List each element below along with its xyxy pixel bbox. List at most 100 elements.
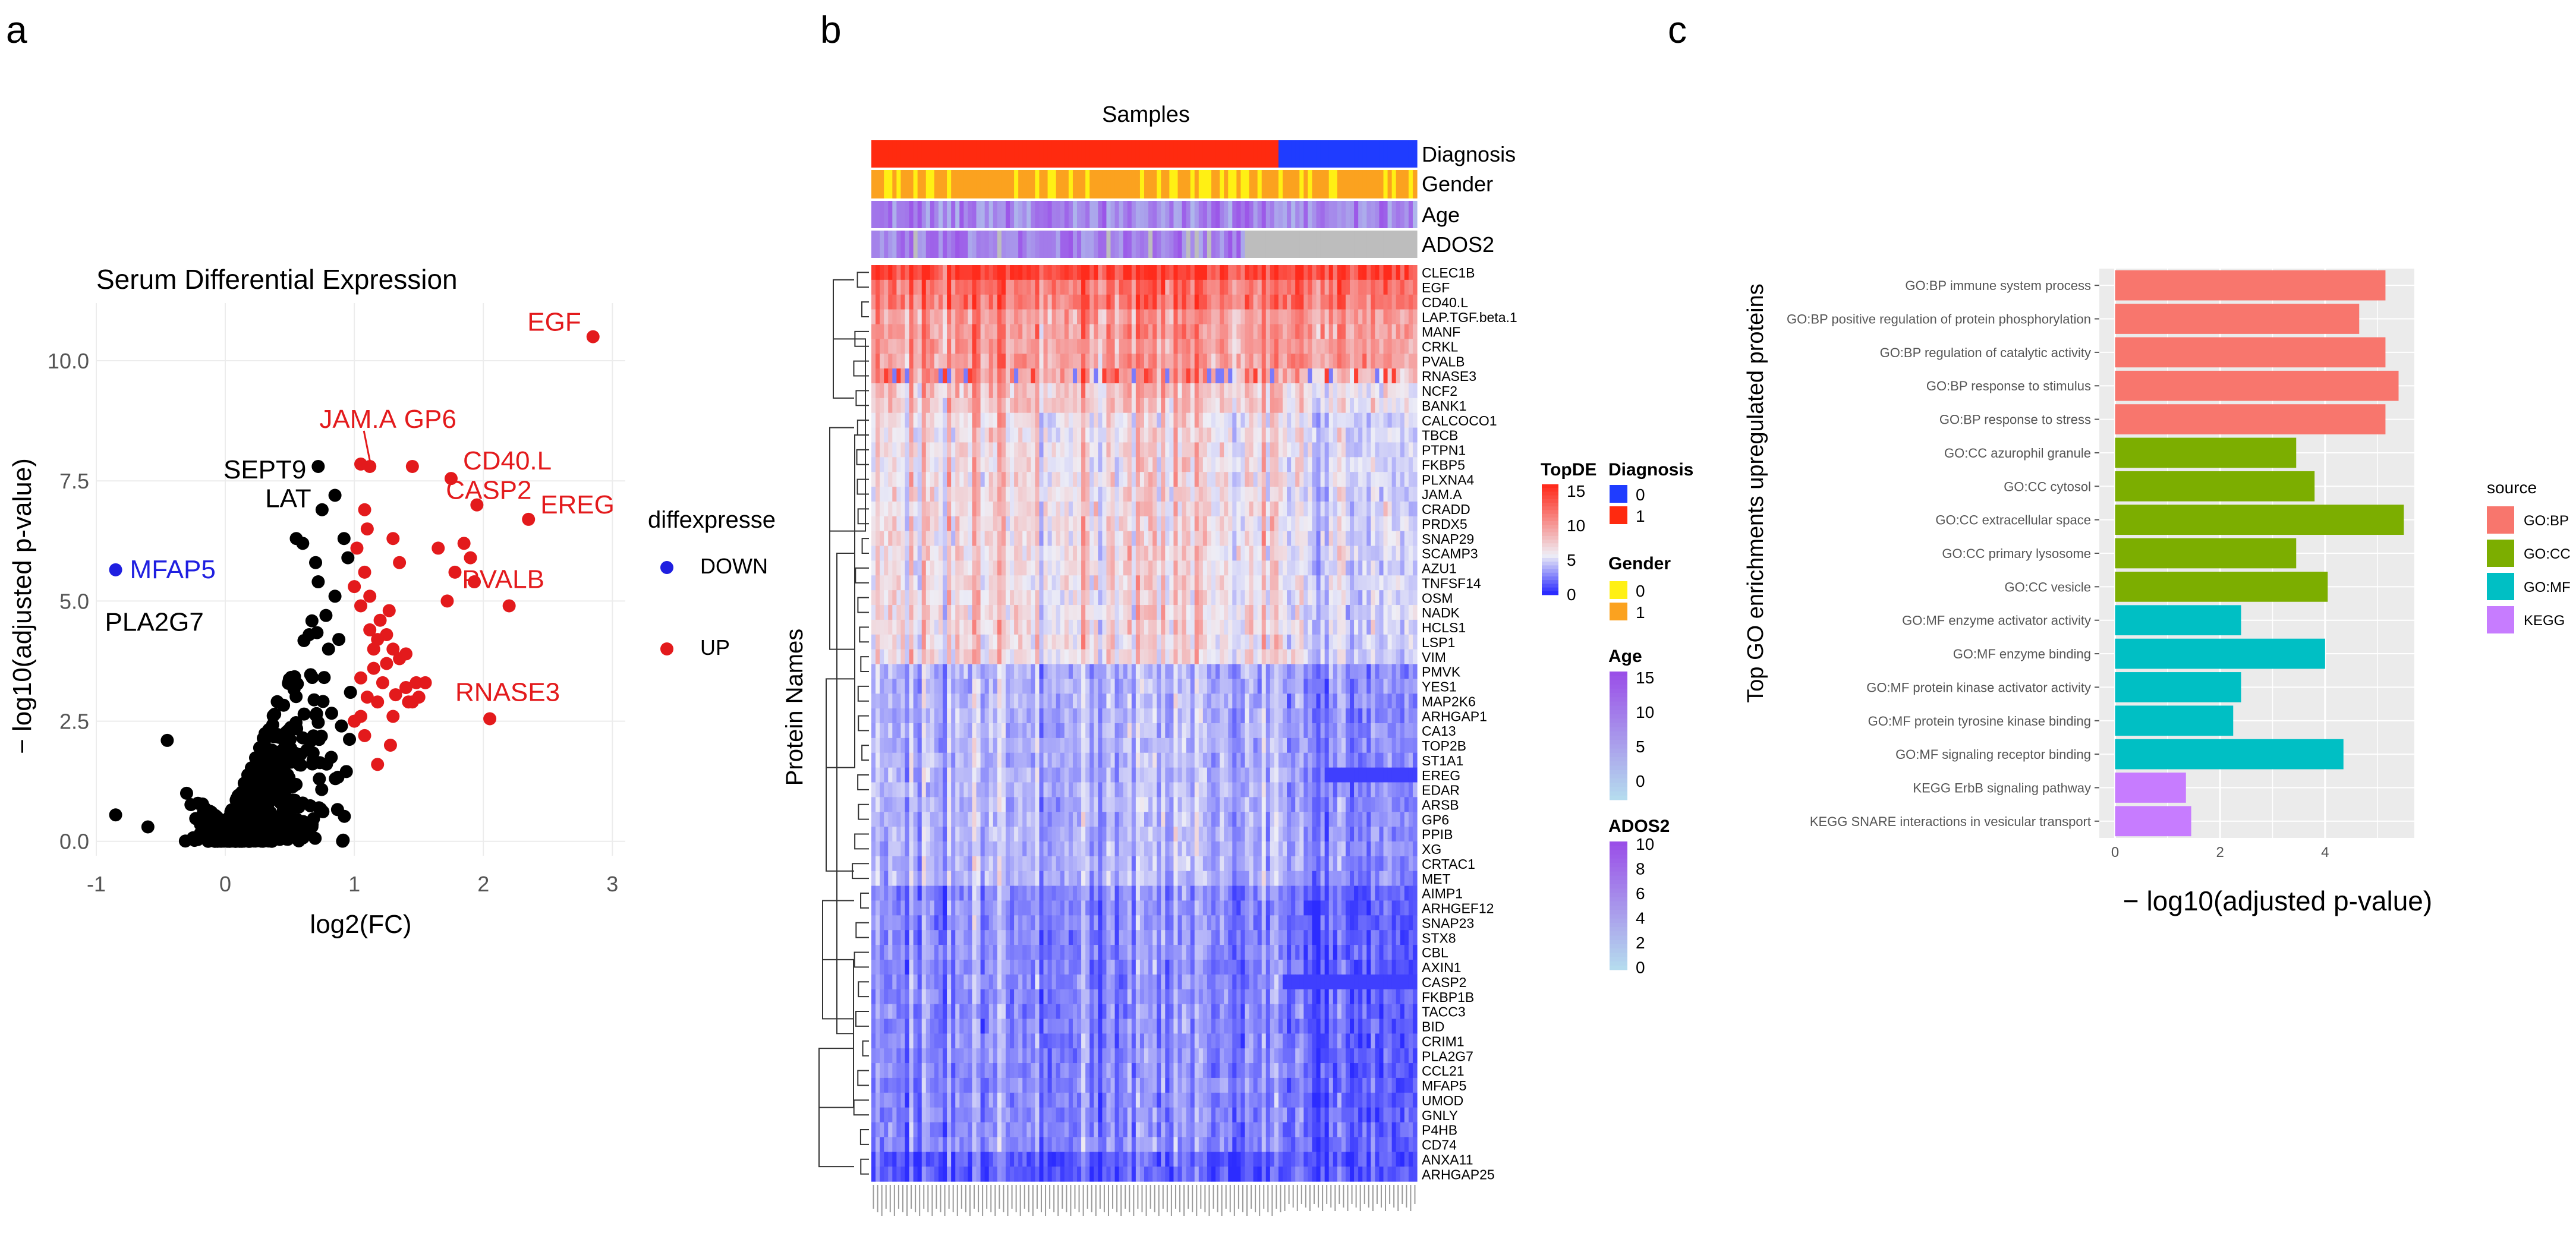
heatmap-cell <box>905 619 910 635</box>
heatmap-cell <box>951 398 956 414</box>
heatmap-cell <box>1228 472 1233 487</box>
heatmap-cell <box>884 649 889 665</box>
age-cell <box>997 201 1002 228</box>
heatmap-cell <box>1257 546 1262 562</box>
heatmap-cell <box>1295 546 1300 562</box>
heatmap-cell <box>1215 339 1220 354</box>
scatter-point-up <box>444 472 458 486</box>
ados2-cell <box>1014 231 1019 258</box>
diagnosis-cell <box>988 140 994 168</box>
heatmap-cell <box>1014 294 1019 310</box>
heatmap-cell <box>980 516 985 532</box>
heatmap-cell <box>988 457 994 472</box>
heatmap-cell <box>1131 294 1136 310</box>
heatmap-cell <box>988 487 994 502</box>
heatmap-cell <box>1412 531 1418 547</box>
heatmap-cell <box>1157 605 1161 620</box>
heatmap-cell <box>909 472 914 487</box>
heatmap-cell <box>1261 427 1267 443</box>
heatmap-cell <box>1144 354 1149 369</box>
diagnosis-cell <box>1295 140 1300 168</box>
heatmap-cell <box>1077 472 1082 487</box>
heatmap-cell <box>921 649 927 665</box>
heatmap-cell <box>1341 664 1346 679</box>
heatmap-cell <box>1211 427 1216 443</box>
heatmap-cell <box>1001 383 1006 399</box>
heatmap-cell <box>1291 487 1296 502</box>
heatmap-cell <box>1139 294 1145 310</box>
scatter-point-up <box>373 613 387 627</box>
heatmap-cell <box>1190 516 1195 532</box>
heatmap-cell <box>1198 575 1204 591</box>
ados2-cell <box>1299 231 1304 258</box>
heatmap-cell <box>1249 265 1254 280</box>
heatmap-cell <box>925 664 931 679</box>
heatmap-cell <box>1098 487 1103 502</box>
ados2-cell <box>1375 231 1380 258</box>
heatmap-cell <box>1148 265 1153 280</box>
heatmap-cell <box>1010 294 1015 310</box>
heatmap-cell <box>876 324 880 339</box>
heatmap-cell <box>1240 560 1246 576</box>
heatmap-cell <box>1022 339 1027 354</box>
heatmap-cell <box>993 368 998 384</box>
ados2-cell <box>1287 231 1292 258</box>
heatmap-cell <box>1186 265 1191 280</box>
heatmap-cell <box>1043 472 1048 487</box>
heatmap-cell <box>1320 590 1325 606</box>
heatmap-cell <box>968 442 973 458</box>
heatmap-cell <box>1051 634 1057 650</box>
heatmap-cell <box>1295 324 1300 339</box>
heatmap-cell <box>1068 501 1073 517</box>
heatmap-cell <box>930 472 935 487</box>
heatmap-cell <box>900 383 906 399</box>
heatmap-cell <box>1383 324 1388 339</box>
heatmap-cell <box>1245 605 1250 620</box>
heatmap-cell <box>888 619 893 635</box>
heatmap-cell <box>1265 457 1271 472</box>
heatmap-cell <box>1106 501 1111 517</box>
heatmap-cell <box>1228 575 1233 591</box>
heatmap-cell <box>1362 457 1367 472</box>
heatmap-cell <box>1198 487 1204 502</box>
age-cell <box>1396 201 1401 228</box>
heatmap-cell <box>1064 619 1069 635</box>
scatter-title: Serum Differential Expression <box>96 264 458 295</box>
heatmap-cell <box>993 546 998 562</box>
heatmap-cell <box>1198 546 1204 562</box>
heatmap-cell <box>1169 590 1174 606</box>
heatmap-cell <box>1371 501 1375 517</box>
heatmap-cell <box>1295 472 1300 487</box>
heatmap-cell <box>1283 546 1287 562</box>
age-cell <box>1106 201 1111 228</box>
heatmap-cell <box>1135 634 1141 650</box>
heatmap-cell <box>1308 412 1313 428</box>
heatmap-cell <box>888 634 893 650</box>
heatmap-cell <box>1278 649 1283 665</box>
heatmap-cell <box>1245 457 1250 472</box>
heatmap-cell <box>1287 383 1292 399</box>
heatmap-cell <box>892 442 897 458</box>
heatmap-cell <box>1089 339 1094 354</box>
heatmap-cell <box>1026 368 1031 384</box>
heatmap-cell <box>1047 472 1053 487</box>
heatmap-cell <box>934 664 939 679</box>
heatmap-cell <box>968 368 973 384</box>
age-cell <box>1177 201 1183 228</box>
heatmap-cell <box>1220 442 1224 458</box>
heatmap-cell <box>1182 619 1187 635</box>
heatmap-cell <box>876 383 880 399</box>
age-cell <box>1366 201 1371 228</box>
heatmap-cell <box>1358 457 1363 472</box>
heatmap-cell <box>917 412 922 428</box>
heatmap-cell <box>1018 354 1023 369</box>
heatmap-cell <box>892 634 897 650</box>
heatmap-cell <box>951 560 956 576</box>
heatmap-cell <box>972 383 977 399</box>
scatter-point-up <box>360 522 374 536</box>
heatmap-cell <box>1412 412 1418 428</box>
heatmap-cell <box>876 619 880 635</box>
heatmap-cell <box>968 398 973 414</box>
heatmap-cell <box>1366 294 1371 310</box>
heatmap-cell <box>1060 619 1065 635</box>
